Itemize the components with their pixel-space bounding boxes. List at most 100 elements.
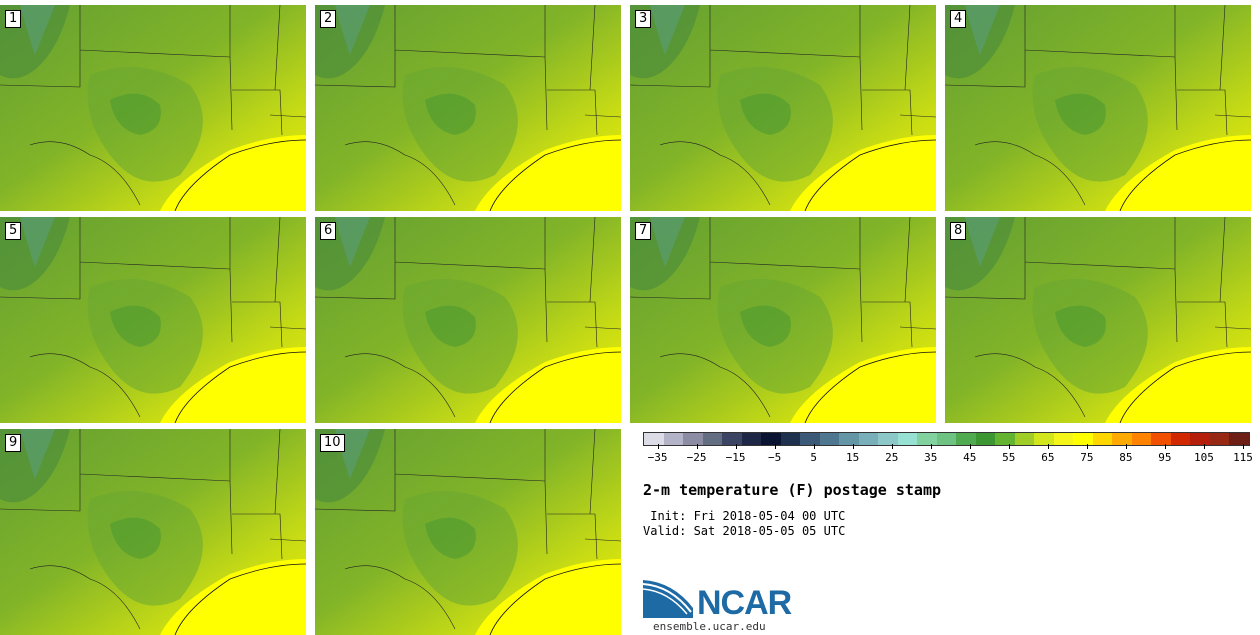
colorbar-tick-label: 85 [1119, 451, 1133, 464]
colorbar-swatch [839, 433, 859, 445]
colorbar-tick-label: 15 [846, 451, 860, 464]
colorbar-swatch [1034, 433, 1054, 445]
colorbar-swatch [819, 433, 840, 445]
colorbar-tick [774, 444, 776, 449]
colorbar-tick [1164, 444, 1166, 449]
member-panel-10: 10 [315, 429, 621, 635]
colorbar-swatch [956, 433, 976, 445]
colorbar-tick-label: 115 [1233, 451, 1253, 464]
member-label: 2 [320, 10, 337, 28]
member-panel-8: 8 [945, 217, 1251, 423]
colorbar-swatch [663, 433, 684, 445]
ensemble-url: ensemble.ucar.edu [653, 620, 766, 633]
colorbar-tick [852, 444, 854, 449]
ncar-logo-icon [643, 580, 693, 618]
colorbar-tick [1203, 444, 1205, 449]
colorbar-swatch [975, 433, 996, 445]
colorbar-swatch [1209, 433, 1230, 445]
member-label: 3 [635, 10, 652, 28]
member-panel-3: 3 [630, 5, 936, 211]
colorbar-ticks: −35 −25 −15 −5 5 15 25 35 45 55 65 75 85 95 105 115 [643, 444, 1253, 466]
colorbar-tick [930, 444, 932, 449]
member-panel-1: 1 [0, 5, 306, 211]
plot-title: 2-m temperature (F) postage stamp [643, 481, 942, 499]
colorbar-tick [1008, 444, 1010, 449]
member-panel-9: 9 [0, 429, 306, 635]
colorbar-tick-label: 95 [1158, 451, 1172, 464]
member-label: 5 [5, 222, 22, 240]
member-label: 8 [950, 222, 967, 240]
colorbar-tick-label: 75 [1080, 451, 1094, 464]
member-panel-6: 6 [315, 217, 621, 423]
colorbar-tick [1243, 444, 1244, 449]
member-panel-4: 4 [945, 5, 1251, 211]
colorbar-tick [1086, 444, 1088, 449]
colorbar-swatch [878, 433, 898, 445]
colorbar-tick-label: 5 [810, 451, 817, 464]
member-label: 9 [5, 434, 22, 452]
temperature-map-icon [0, 217, 306, 423]
colorbar-swatch [761, 433, 781, 445]
temperature-map-icon [630, 217, 936, 423]
colorbar-tick-label: −15 [725, 451, 746, 464]
temperature-map-icon [315, 217, 621, 423]
colorbar-swatch [800, 433, 820, 445]
ncar-logo-text: NCAR [697, 584, 792, 622]
member-label: 7 [635, 222, 652, 240]
colorbar-swatch [1131, 433, 1152, 445]
colorbar-tick [657, 444, 659, 449]
temperature-map-icon [945, 217, 1251, 423]
colorbar-swatch [1014, 433, 1035, 445]
colorbar-tick [1125, 444, 1127, 449]
colorbar-tick-label: 25 [885, 451, 899, 464]
colorbar-swatch [858, 433, 879, 445]
colorbar-swatch [1229, 433, 1249, 445]
colorbar-tick-label: −5 [767, 451, 782, 464]
member-label: 6 [320, 222, 337, 240]
colorbar-tick-label: 45 [963, 451, 977, 464]
temperature-map-icon [315, 429, 621, 635]
temperature-map-icon [630, 5, 936, 211]
colorbar-swatch [644, 433, 664, 445]
colorbar-swatch [722, 433, 742, 445]
colorbar-swatch [1151, 433, 1171, 445]
colorbar-swatch [1092, 433, 1113, 445]
member-label: 10 [320, 434, 345, 452]
temperature-map-icon [0, 429, 306, 635]
colorbar-swatch [995, 433, 1015, 445]
member-panel-2: 2 [315, 5, 621, 211]
colorbar-tick [891, 444, 893, 449]
colorbar-swatch [683, 433, 703, 445]
colorbar-tick [735, 444, 737, 449]
temperature-map-icon [315, 5, 621, 211]
member-label: 1 [5, 10, 22, 28]
valid-time: Valid: Sat 2018-05-05 05 UTC [643, 524, 846, 538]
colorbar-swatch [702, 433, 723, 445]
colorbar-swatch [1170, 433, 1191, 445]
colorbar-tick [969, 444, 971, 449]
colorbar-swatch [780, 433, 801, 445]
colorbar-swatch [936, 433, 957, 445]
colorbar-tick-label: 35 [924, 451, 938, 464]
colorbar-tick [1047, 444, 1049, 449]
member-label: 4 [950, 10, 967, 28]
colorbar-tick-label: 65 [1041, 451, 1055, 464]
member-panel-5: 5 [0, 217, 306, 423]
colorbar-swatch [1053, 433, 1074, 445]
colorbar-tick-label: −25 [686, 451, 707, 464]
colorbar-tick-label: 55 [1002, 451, 1016, 464]
colorbar-swatch [917, 433, 937, 445]
colorbar-tick [813, 444, 815, 449]
colorbar-tick-label: −35 [647, 451, 668, 464]
temperature-colorbar [643, 432, 1250, 446]
colorbar-swatch [897, 433, 918, 445]
member-panel-7: 7 [630, 217, 936, 423]
colorbar-swatch [1073, 433, 1093, 445]
temperature-map-icon [0, 5, 306, 211]
colorbar-tick [696, 444, 698, 449]
init-time: Init: Fri 2018-05-04 00 UTC [643, 509, 846, 523]
temperature-map-icon [945, 5, 1251, 211]
colorbar-tick-label: 105 [1194, 451, 1214, 464]
colorbar-swatch [1112, 433, 1132, 445]
colorbar-swatch [741, 433, 762, 445]
